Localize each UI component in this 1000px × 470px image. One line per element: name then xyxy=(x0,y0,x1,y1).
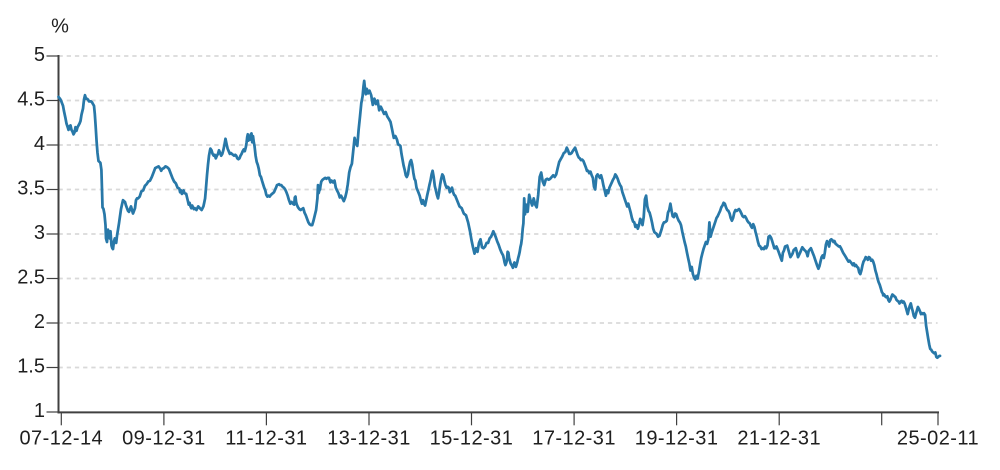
svg-text:17-12-31: 17-12-31 xyxy=(532,428,616,450)
svg-text:07-12-14: 07-12-14 xyxy=(19,428,103,450)
svg-text:19-12-31: 19-12-31 xyxy=(635,428,719,450)
svg-text:2: 2 xyxy=(34,311,45,333)
svg-text:2.5: 2.5 xyxy=(17,266,45,288)
svg-text:1: 1 xyxy=(34,400,45,422)
svg-text:11-12-31: 11-12-31 xyxy=(225,428,307,450)
svg-text:21-12-31: 21-12-31 xyxy=(737,428,821,450)
svg-text:3.5: 3.5 xyxy=(17,177,45,199)
svg-text:1.5: 1.5 xyxy=(17,355,45,377)
svg-text:09-12-31: 09-12-31 xyxy=(122,428,206,450)
svg-text:%: % xyxy=(51,16,69,38)
svg-text:4: 4 xyxy=(34,133,45,155)
svg-text:3: 3 xyxy=(34,222,45,244)
svg-text:4.5: 4.5 xyxy=(17,88,45,110)
svg-text:25-02-11: 25-02-11 xyxy=(897,428,979,450)
svg-text:15-12-31: 15-12-31 xyxy=(430,428,514,450)
svg-text:5: 5 xyxy=(34,44,45,66)
svg-text:13-12-31: 13-12-31 xyxy=(327,428,411,450)
